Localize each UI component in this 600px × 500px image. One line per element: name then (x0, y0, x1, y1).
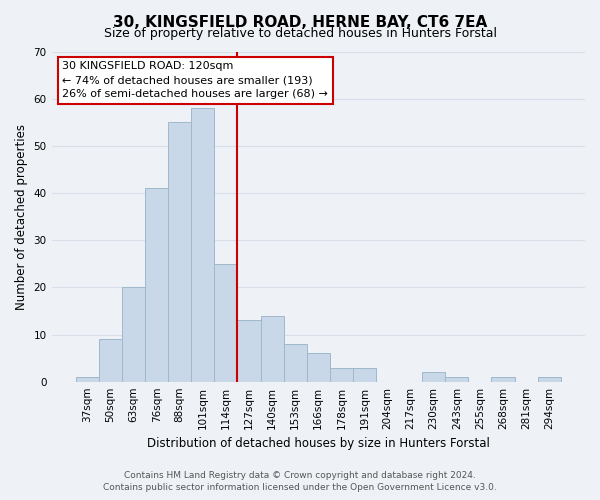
Bar (353, 368, 376, 382)
Bar (145, 188, 168, 382)
Y-axis label: Number of detached properties: Number of detached properties (15, 124, 28, 310)
Bar (307, 354, 330, 382)
Bar (238, 320, 260, 382)
Text: 30, KINGSFIELD ROAD, HERNE BAY, CT6 7EA: 30, KINGSFIELD ROAD, HERNE BAY, CT6 7EA (113, 15, 487, 30)
Bar (491, 377, 515, 382)
Bar (122, 288, 145, 382)
Bar (445, 377, 469, 382)
Bar (99, 339, 122, 382)
Bar (191, 108, 214, 382)
X-axis label: Distribution of detached houses by size in Hunters Forstal: Distribution of detached houses by size … (147, 437, 490, 450)
Text: Size of property relative to detached houses in Hunters Forstal: Size of property relative to detached ho… (104, 28, 497, 40)
Bar (538, 377, 561, 382)
Bar (330, 368, 353, 382)
Bar (168, 122, 191, 382)
Bar (284, 344, 307, 382)
Text: Contains HM Land Registry data © Crown copyright and database right 2024.
Contai: Contains HM Land Registry data © Crown c… (103, 471, 497, 492)
Bar (422, 372, 445, 382)
Text: 30 KINGSFIELD ROAD: 120sqm
← 74% of detached houses are smaller (193)
26% of sem: 30 KINGSFIELD ROAD: 120sqm ← 74% of deta… (62, 62, 328, 100)
Bar (214, 264, 238, 382)
Bar (260, 316, 284, 382)
Bar (76, 377, 99, 382)
